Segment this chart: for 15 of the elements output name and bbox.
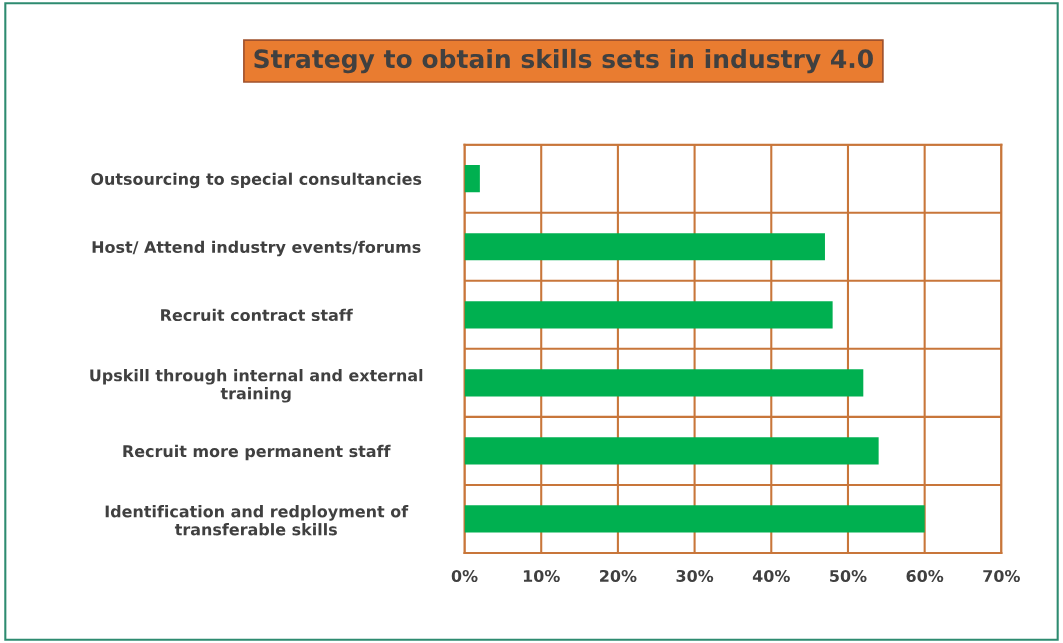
y-tick-label: Identification and redployment of transferable skills [105,505,409,536]
y-tick-label: Recruit contract staff [161,308,353,322]
x-tick-label: 20% [600,569,637,583]
x-tick-label: 50% [830,569,867,583]
y-tick-label: Host/ Attend industry events/forums [92,240,421,257]
y-tick-label: Upskill through internal and external training [90,368,423,403]
x-tick-label: 0% [451,569,478,583]
x-tick-label: 60% [906,569,944,583]
x-tick-label: 30% [676,569,714,583]
x-tick-label: 10% [523,569,560,583]
chart-title: Strategy to obtain skills sets in industry 4.0 [254,48,873,74]
y-tick-label: Recruit more permanent staff [123,444,391,461]
y-tick-label: Outsourcing to special consultancies [91,172,422,189]
x-tick-label: 70% [983,569,1020,583]
x-tick-label: 40% [752,569,790,583]
